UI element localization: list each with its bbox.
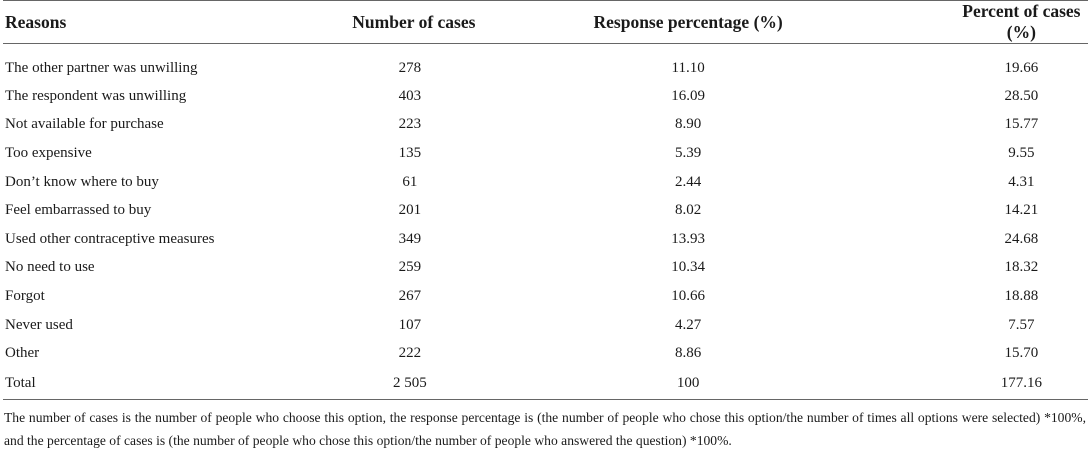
- reason-cell: Never used: [5, 316, 73, 333]
- percent-of-cases-cell: 18.32: [1004, 259, 1039, 276]
- percent-of-cases-cell: 9.55: [1008, 144, 1035, 161]
- response-percentage-cell: 10.34: [671, 259, 705, 276]
- reason-cell: Don’t know where to buy: [5, 173, 159, 190]
- header-percent-of-cases: Percent of cases (%): [816, 0, 1088, 44]
- number-of-cases-cell: 403: [398, 87, 422, 104]
- reason-cell: Used other contraceptive measures: [5, 230, 215, 247]
- total-row: Total 2 505 100 177.16: [3, 367, 1088, 400]
- table-row: Used other contraceptive measures 349 13.9…: [3, 225, 1088, 254]
- number-of-cases-cell: 223: [398, 116, 422, 133]
- number-of-cases-cell: 222: [398, 345, 422, 362]
- table-row: Other 222 8.86 15.70: [3, 339, 1088, 368]
- percent-of-cases-cell: 24.68: [1004, 230, 1039, 247]
- number-of-cases-cell: 107: [398, 316, 422, 333]
- percent-of-cases-cell: 14.21: [1004, 202, 1039, 219]
- response-percentage-cell: 5.39: [675, 144, 702, 161]
- table-row: The respondent was unwilling 403 16.09 28.5…: [3, 82, 1088, 111]
- header-row: Reasons Number of cases Response percent…: [3, 0, 1088, 44]
- response-percentage-cell: 10.66: [671, 287, 705, 304]
- response-percentage-cell: 16.09: [671, 87, 705, 104]
- response-percentage-cell: 13.93: [671, 230, 705, 247]
- header-response-percentage: Response percentage (%): [545, 0, 817, 44]
- table-row: No need to use 259 10.34 18.32: [3, 254, 1088, 283]
- number-of-cases-cell: 267: [398, 287, 422, 304]
- reason-cell: Not available for purchase: [5, 116, 164, 133]
- number-of-cases-cell: 135: [398, 144, 422, 161]
- reason-cell: Other: [5, 345, 40, 362]
- reason-cell: The other partner was unwilling: [5, 59, 198, 76]
- response-percentage-cell: 8.90: [675, 116, 702, 133]
- table-row: Not available for purchase 223 8.90 15.77: [3, 111, 1088, 140]
- table-row: Don’t know where to buy 61 2.44 4.31: [3, 168, 1088, 197]
- table-row: Too expensive 135 5.39 9.55: [3, 139, 1088, 168]
- response-percentage-cell: 11.10: [671, 59, 705, 76]
- table-row: The other partner was unwilling 278 11.10 1…: [3, 44, 1088, 83]
- percent-of-cases-cell: 28.50: [1004, 87, 1039, 104]
- table-header: Reasons Number of cases Response percent…: [3, 0, 1088, 44]
- table-row: Forgot 267 10.66 18.88: [3, 282, 1088, 311]
- data-table: Reasons Number of cases Response percent…: [3, 0, 1088, 400]
- table-body: The other partner was unwilling 278 11.10 1…: [3, 44, 1088, 400]
- number-of-cases-cell: 2 505: [274, 367, 546, 400]
- header-reasons: Reasons: [3, 0, 275, 44]
- percent-of-cases-cell: 15.70: [1004, 345, 1039, 362]
- response-percentage-cell: 100: [545, 367, 817, 400]
- response-percentage-cell: 8.02: [675, 202, 702, 219]
- percent-of-cases-cell: 18.88: [1004, 287, 1039, 304]
- response-percentage-cell: 2.44: [675, 173, 702, 190]
- reason-cell: Too expensive: [5, 144, 92, 161]
- header-number-of-cases: Number of cases: [274, 0, 546, 44]
- reason-cell: The respondent was unwilling: [5, 87, 187, 104]
- number-of-cases-cell: 278: [398, 59, 422, 76]
- percent-of-cases-cell: 15.77: [1004, 116, 1039, 133]
- reason-cell: No need to use: [5, 259, 95, 276]
- percent-of-cases-cell: 4.31: [1008, 173, 1035, 190]
- percent-of-cases-cell: 177.16: [816, 367, 1088, 400]
- number-of-cases-cell: 61: [402, 173, 418, 190]
- response-percentage-cell: 8.86: [675, 345, 702, 362]
- number-of-cases-cell: 349: [398, 230, 422, 247]
- percent-of-cases-cell: 7.57: [1008, 316, 1035, 333]
- response-percentage-cell: 4.27: [675, 316, 702, 333]
- number-of-cases-cell: 201: [398, 202, 422, 219]
- reason-cell: Feel embarrassed to buy: [5, 202, 152, 219]
- table-row: Feel embarrassed to buy 201 8.02 14.21: [3, 196, 1088, 225]
- reason-cell: Total: [3, 367, 275, 400]
- reason-cell: Forgot: [5, 287, 45, 304]
- table-footnote: The number of cases is the number of peo…: [4, 409, 1086, 448]
- table-row: Never used 107 4.27 7.57: [3, 311, 1088, 340]
- percent-of-cases-cell: 19.66: [1004, 59, 1039, 76]
- number-of-cases-cell: 259: [398, 259, 422, 276]
